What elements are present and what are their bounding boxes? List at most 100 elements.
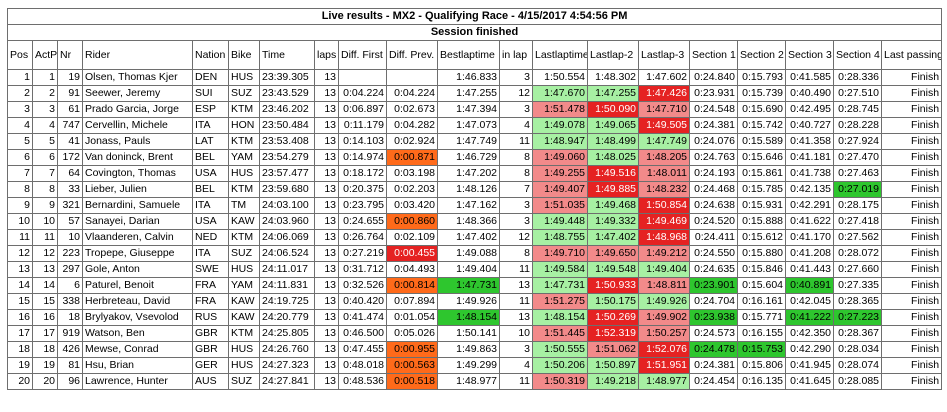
cell-laps: 13 [314,357,339,374]
cell-pos: 10 [7,213,33,230]
cell-diff-prev: 0:02.924 [386,133,438,150]
cell-diff-first: 0:47.455 [338,341,387,358]
col-header-lastlap-3[interactable]: Lastlap-3 [638,40,690,70]
cell-section-2: 0:15.888 [737,213,786,230]
cell-lastlaptime: 1:49.710 [532,245,588,262]
col-header-section-4[interactable]: Section 4 [833,40,882,70]
table-row[interactable]: 12 12 223 Tropepe, Giuseppe ITA SUZ 24:06.524 1… [7,245,943,262]
table-row[interactable]: 11 11 10 Vlaanderen, Calvin NED KTM 24:06.069 1… [7,229,943,246]
header-row: Pos ActP Nr Rider Nation Bike Time laps … [7,40,943,70]
col-header-bestlaptime[interactable]: Bestlaptime [437,40,500,70]
table-row[interactable]: 19 19 81 Hsu, Brian GER HUS 24:27.323 13 0:48.01… [7,357,943,374]
table-row[interactable]: 6 6 172 Van doninck, Brent BEL YAM 23:54.279 13… [7,149,943,166]
table-row[interactable]: 5 5 41 Jonass, Pauls LAT KTM 23:53.408 13 0:14.1… [7,133,943,150]
table-row[interactable]: 3 3 61 Prado Garcia, Jorge ESP KTM 23:46.202 13… [7,101,943,118]
cell-diff-prev: 0:00.455 [386,245,438,262]
table-row[interactable]: 10 10 57 Sanayei, Darian USA KAW 24:03.960 13 0:… [7,213,943,230]
col-header-diff-prev[interactable]: Diff. Prev. [386,40,438,70]
col-header-section-1[interactable]: Section 1 [689,40,738,70]
table-row[interactable]: 16 16 18 Brylyakov, Vsevolod RUS KAW 24:20.779… [7,309,943,326]
cell-in-lap: 7 [499,181,533,198]
col-header-nr[interactable]: Nr [57,40,83,70]
col-header-rider[interactable]: Rider [82,40,193,70]
cell-diff-first: 0:04.224 [338,85,387,102]
cell-bike: KAW [228,213,260,230]
cell-section-4: 0:28.175 [833,197,882,214]
cell-lastlap-2: 1:49.218 [587,373,639,390]
col-header-diff-first[interactable]: Diff. First [338,40,387,70]
cell-bike: SUZ [228,85,260,102]
table-row[interactable]: 1 1 19 Olsen, Thomas Kjer DEN HUS 23:39.305 13 1… [7,69,943,86]
cell-time: 24:26.760 [259,341,315,358]
cell-diff-prev: 0:00.860 [386,213,438,230]
col-header-in-lap[interactable]: in lap [499,40,533,70]
cell-section-2: 0:16.155 [737,325,786,342]
cell-bestlaptime: 1:47.202 [437,165,500,182]
cell-lastlap-3: 1:48.968 [638,229,690,246]
col-header-actp[interactable]: ActP [32,40,58,70]
cell-in-lap: 11 [499,373,533,390]
table-row[interactable]: 2 2 91 Seewer, Jeremy SUI SUZ 23:43.529 13 0:04.… [7,85,943,102]
col-header-pos[interactable]: Pos [7,40,33,70]
cell-pos: 3 [7,101,33,118]
cell-lastlaptime: 1:49.448 [532,213,588,230]
cell-nation: AUS [192,373,229,390]
table-row[interactable]: 18 18 426 Mewse, Conrad GBR HUS 24:26.760 13 0:4… [7,341,943,358]
table-row[interactable]: 17 17 919 Watson, Ben GBR KTM 24:25.805 13 0:46.… [7,325,943,342]
cell-pos: 7 [7,165,33,182]
cell-lastlap-3: 1:49.469 [638,213,690,230]
col-header-nation[interactable]: Nation [192,40,229,70]
table-row[interactable]: 15 15 338 Herbreteau, David FRA KAW 24:19.725 1… [7,293,943,310]
col-header-last-passing[interactable]: Last passing [880,40,943,70]
table-row[interactable]: 20 20 96 Lawrence, Hunter AUS SUZ 24:27.841 13 0… [7,373,943,390]
col-header-lastlap-2[interactable]: Lastlap-2 [587,40,639,70]
cell-section-3: 0:42.495 [785,101,834,118]
cell-nation: ITA [192,245,229,262]
cell-diff-prev: 0:00.955 [386,341,438,358]
cell-in-lap: 3 [499,69,533,86]
col-header-laps[interactable]: laps [314,40,339,70]
col-header-section-2[interactable]: Section 2 [737,40,786,70]
cell-in-lap: 3 [499,197,533,214]
table-row[interactable]: 4 4 747 Cervellin, Michele ITA HON 23:50.484 13… [7,117,943,134]
cell-lastlap-3: 1:49.212 [638,245,690,262]
cell-actp: 7 [32,165,58,182]
cell-nation: SUI [192,85,229,102]
table-row[interactable]: 8 8 33 Lieber, Julien BEL KTM 23:59.680 13 0:20.… [7,181,943,198]
table-row[interactable]: 9 9 321 Bernardini, Samuele ITA TM 24:03.100 13… [7,197,943,214]
cell-section-3: 0:41.181 [785,149,834,166]
col-header-time[interactable]: Time [259,40,315,70]
table-row[interactable]: 13 13 297 Gole, Anton SWE HUS 24:11.017 13 0:31.… [7,261,943,278]
cell-rider: Cervellin, Michele [82,117,193,134]
col-header-bike[interactable]: Bike [228,40,260,70]
cell-nr: 426 [57,341,83,358]
table-row[interactable]: 7 7 64 Covington, Thomas USA HUS 23:57.477 13 0:… [7,165,943,182]
cell-actp: 13 [32,261,58,278]
cell-section-2: 0:15.793 [737,69,786,86]
cell-laps: 13 [314,69,339,86]
cell-pos: 2 [7,85,33,102]
cell-time: 24:06.524 [259,245,315,262]
cell-diff-first: 0:14.974 [338,149,387,166]
cell-rider: Covington, Thomas [82,165,193,182]
cell-section-1: 0:23.938 [689,309,738,326]
cell-time: 23:46.202 [259,101,315,118]
cell-pos: 9 [7,197,33,214]
cell-nr: 61 [57,101,83,118]
cell-lastlaptime: 1:51.035 [532,197,588,214]
col-header-section-3[interactable]: Section 3 [785,40,834,70]
cell-lastlap-2: 1:50.175 [587,293,639,310]
cell-bike: KAW [228,293,260,310]
cell-nation: RUS [192,309,229,326]
cell-section-4: 0:27.463 [833,165,882,182]
cell-laps: 13 [314,341,339,358]
col-header-lastlaptime[interactable]: Lastlaptime [532,40,588,70]
cell-section-4: 0:27.470 [833,149,882,166]
cell-diff-prev: 0:02.203 [386,181,438,198]
cell-lastlaptime: 1:49.255 [532,165,588,182]
cell-rider: Van doninck, Brent [82,149,193,166]
cell-bestlaptime: 1:48.977 [437,373,500,390]
cell-last-passing: Finish [880,101,943,118]
cell-diff-first: 0:23.795 [338,197,387,214]
table-row[interactable]: 14 14 6 Paturel, Benoit FRA YAM 24:11.831 13 0:3… [7,277,943,294]
